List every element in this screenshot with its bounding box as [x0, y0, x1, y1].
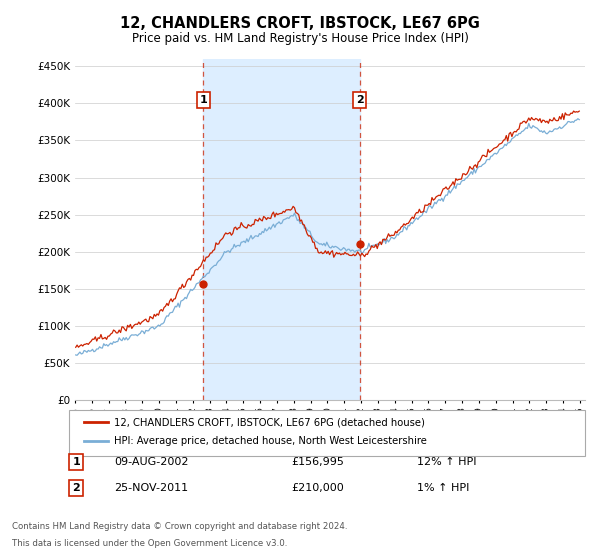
Text: 12, CHANDLERS CROFT, IBSTOCK, LE67 6PG: 12, CHANDLERS CROFT, IBSTOCK, LE67 6PG [120, 16, 480, 31]
Text: 12, CHANDLERS CROFT, IBSTOCK, LE67 6PG (detached house): 12, CHANDLERS CROFT, IBSTOCK, LE67 6PG (… [114, 417, 425, 427]
Text: 1% ↑ HPI: 1% ↑ HPI [417, 483, 469, 493]
Text: 2: 2 [73, 483, 80, 493]
Text: 25-NOV-2011: 25-NOV-2011 [114, 483, 188, 493]
Text: £210,000: £210,000 [291, 483, 344, 493]
Text: Price paid vs. HM Land Registry's House Price Index (HPI): Price paid vs. HM Land Registry's House … [131, 32, 469, 45]
Text: 1: 1 [199, 95, 207, 105]
Text: 09-AUG-2002: 09-AUG-2002 [114, 457, 188, 467]
Text: Contains HM Land Registry data © Crown copyright and database right 2024.: Contains HM Land Registry data © Crown c… [12, 522, 347, 531]
Text: £156,995: £156,995 [291, 457, 344, 467]
Text: 12% ↑ HPI: 12% ↑ HPI [417, 457, 476, 467]
Text: 2: 2 [356, 95, 364, 105]
Text: 1: 1 [73, 457, 80, 467]
Bar [203, 59, 360, 400]
Text: HPI: Average price, detached house, North West Leicestershire: HPI: Average price, detached house, Nort… [114, 436, 427, 446]
Text: This data is licensed under the Open Government Licence v3.0.: This data is licensed under the Open Gov… [12, 539, 287, 548]
